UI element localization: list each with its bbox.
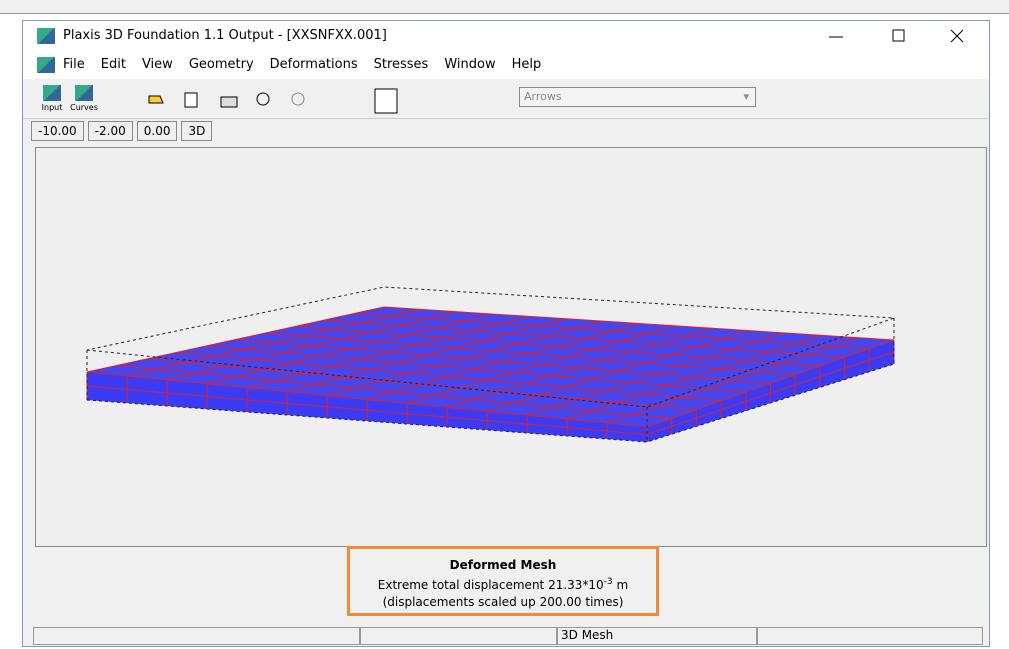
status-bar: 3D Mesh (33, 627, 983, 645)
input-button[interactable]: Input (37, 85, 67, 115)
curves-button[interactable]: Curves (69, 85, 99, 115)
zoom-in[interactable] (257, 93, 269, 105)
title-bar: Plaxis 3D Foundation 1.1 Output - [XXSNF… (23, 21, 989, 51)
open[interactable] (149, 96, 163, 103)
window-controls (823, 21, 983, 51)
caption-unit: m (617, 578, 629, 592)
tab[interactable]: 3D (181, 121, 212, 141)
doc-icon (37, 57, 55, 73)
dropdown-value: Arrows (524, 90, 562, 103)
tool-icons (143, 85, 503, 117)
window: Plaxis 3D Foundation 1.1 Output - [XXSNF… (22, 20, 990, 647)
menu-item[interactable]: Geometry (189, 51, 254, 79)
menu-item[interactable]: File (63, 51, 85, 79)
close[interactable] (951, 30, 963, 42)
status-cell (33, 627, 360, 645)
maximize[interactable] (893, 30, 904, 41)
copy[interactable] (185, 93, 197, 107)
status-cell: 3D Mesh (557, 627, 757, 645)
app-icon (37, 28, 55, 44)
print[interactable] (221, 97, 237, 107)
zoom-out[interactable] (292, 93, 304, 105)
menu-bar: File Edit View Geometry Deformations Stresses… (23, 51, 989, 79)
button-label: Input (42, 103, 63, 112)
screen: Plaxis 3D Foundation 1.1 Output - [XXSNF… (0, 0, 1009, 649)
mesh (87, 307, 894, 442)
menu-item[interactable]: Window (444, 51, 495, 79)
tab[interactable]: -10.00 (31, 121, 84, 141)
menu-item[interactable]: Deformations (270, 51, 358, 79)
dropdown[interactable]: Arrows▾ (519, 87, 756, 107)
caption-exponent: -3 (604, 577, 613, 587)
window-title: Plaxis 3D Foundation 1.1 Output - [XXSNF… (63, 28, 387, 43)
canvas (35, 147, 987, 547)
mesh-view (36, 148, 986, 546)
tab[interactable]: 0.00 (137, 121, 178, 141)
menu-item[interactable]: View (142, 51, 173, 79)
menu-item[interactable]: Help (512, 51, 542, 79)
button-label: Curves (70, 103, 98, 112)
toolbar: Input Curves Arrows▾ (23, 81, 989, 119)
menu-item[interactable]: Edit (101, 51, 126, 79)
caption-line: Extreme total displacement 21.33*10-3 m (350, 574, 656, 594)
menu-item[interactable]: Stresses (374, 51, 429, 79)
tab[interactable]: -2.00 (88, 121, 133, 141)
caption-text: Extreme total displacement 21.33*10 (378, 578, 604, 592)
table[interactable] (375, 89, 397, 113)
parent-toolbar (0, 0, 1009, 14)
caption-line: (displacements scaled up 200.00 times) (350, 594, 656, 611)
status-cell (757, 627, 983, 645)
caption-box: Deformed Mesh Extreme total displacement… (347, 546, 659, 616)
status-cell (360, 627, 557, 645)
caption-title: Deformed Mesh (350, 557, 656, 574)
